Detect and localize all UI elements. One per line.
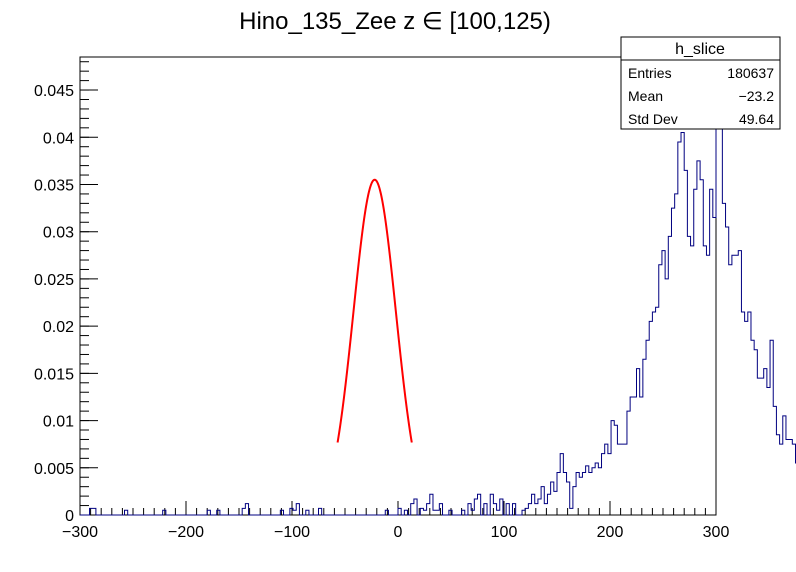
y-tick-label: 0.005 [34,461,74,478]
gaussian-fit-curve [336,178,413,443]
y-tick-label: 0 [65,508,74,525]
stats-box-title: h_slice [675,41,725,58]
stats-entries-label: Entries [628,65,672,81]
x-tick-label: −300 [62,524,98,541]
y-tick-label: 0.025 [34,272,74,289]
stats-box-frame [620,36,781,130]
y-tick-label: 0.015 [34,366,74,383]
y-axis: 0 0.005 0.01 0.015 0.02 0.025 0.03 0.035 0.04 0.0… [34,61,98,525]
y-tick-label: 0.02 [43,319,74,336]
stats-stddev-label: Std Dev [628,111,678,127]
x-tick-label: 0 [394,524,403,541]
chart-title: Hino_135_Zee z ∈ [100,125) [239,8,551,35]
stats-entries-value: 180637 [727,65,774,81]
y-tick-label: 0.045 [34,83,74,100]
y-tick-label: 0.01 [43,414,74,431]
y-tick-label: 0.035 [34,177,74,194]
y-tick-label: 0.03 [43,225,74,242]
stats-box: h_slice Entries 180637 Mean −23.2 Std De… [620,36,781,130]
x-tick-label: 200 [597,524,624,541]
x-tick-label: −100 [274,524,310,541]
x-axis: −300 −200 −100 0 100 200 300 [62,501,729,541]
y-tick-label: 0.04 [43,130,74,147]
x-tick-label: 100 [491,524,518,541]
x-tick-label: −200 [168,524,204,541]
stats-mean-value: −23.2 [739,88,775,104]
stats-mean-label: Mean [628,88,663,104]
histogram-series [80,75,796,516]
x-tick-label: 300 [703,524,730,541]
stats-stddev-value: 49.64 [739,111,774,127]
